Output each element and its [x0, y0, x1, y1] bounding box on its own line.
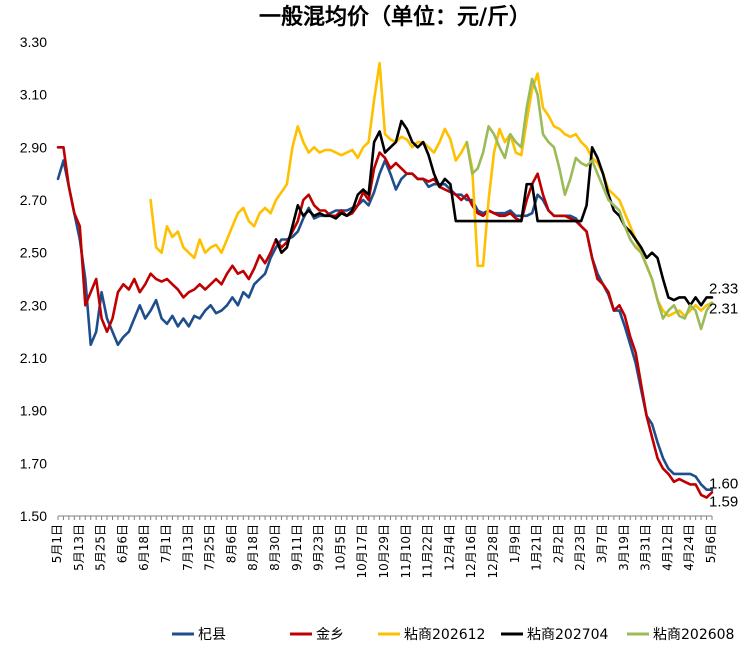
x-tick-label: 12月28日 [486, 524, 500, 579]
series-line-2 [149, 61, 714, 318]
x-tick-label: 3月19日 [617, 524, 631, 571]
x-tick-label: 8月30日 [268, 524, 282, 571]
y-tick-label: 1.70 [20, 455, 47, 471]
y-tick-label: 1.90 [20, 403, 47, 419]
x-tick-label: 7月13日 [181, 524, 195, 571]
x-tick-label: 5月25日 [94, 524, 108, 571]
y-tick-label: 2.10 [20, 350, 47, 366]
x-tick-label: 10月17日 [355, 524, 369, 579]
x-tick-label: 9月23日 [312, 524, 326, 571]
x-tick-label: 4月12日 [660, 524, 674, 571]
x-tick-label: 12月16日 [464, 524, 478, 579]
legend: 杞县 金乡 粘商202612 粘商202704 粘商202608 [172, 627, 734, 643]
x-tick-label: 11月22日 [421, 524, 435, 579]
x-tick-label: 5月6日 [704, 524, 718, 563]
x-axis: 5月1日 5月13日 5月25日 6月6日 6月18日 7月1日 7月13日 7月25日 8月6… [50, 515, 718, 579]
legend-label: 粘商202608 [653, 627, 734, 643]
x-tick-label: 12月4日 [442, 524, 456, 571]
end-value-label: 2.33 [709, 280, 738, 297]
x-tick-label: 3月7日 [595, 524, 609, 563]
y-tick-label: 2.30 [20, 297, 47, 313]
x-tick-label: 2月2日 [551, 524, 565, 563]
end-labels: 2.33 2.31 1.601.59 [709, 280, 738, 510]
y-tick-label: 3.10 [20, 87, 47, 103]
y-tick-label: 3.30 [20, 34, 47, 50]
y-tick-label: 1.50 [20, 508, 47, 524]
end-value-label: 2.31 [709, 301, 738, 318]
x-tick-label: 8月18日 [246, 524, 260, 571]
series-line-4 [465, 77, 714, 331]
x-tick-label: 1月21日 [530, 524, 544, 571]
x-tick-label: 10月5日 [333, 524, 347, 571]
x-tick-label: 8月6日 [224, 524, 238, 563]
x-tick-label: 9月11日 [290, 524, 304, 571]
y-tick-label: 2.90 [20, 139, 47, 155]
x-tick-label: 2月23日 [573, 524, 587, 571]
legend-label: 粘商202612 [404, 627, 485, 643]
series-lines [56, 61, 714, 499]
legend-label: 金乡 [316, 627, 344, 643]
series-line-3 [274, 119, 714, 307]
x-tick-label: 4月24日 [682, 524, 696, 571]
x-tick-label: 1月9日 [508, 524, 522, 563]
chart-title: 一般混均价（单位：元/斤） [259, 4, 531, 30]
x-tick-label: 6月18日 [137, 524, 151, 571]
series-line-1 [56, 146, 714, 499]
legend-label: 粘商202704 [527, 627, 609, 643]
y-tick-label: 2.50 [20, 245, 47, 261]
x-tick-label: 5月13日 [72, 524, 86, 571]
x-tick-label: 3月31日 [639, 524, 653, 571]
x-tick-label: 7月1日 [159, 524, 173, 563]
y-axis: 3.30 3.10 2.90 2.70 2.50 2.30 2.10 1.90 1.70 1.50 [20, 34, 47, 524]
y-tick-label: 2.70 [20, 192, 47, 208]
x-tick-label: 11月10日 [399, 524, 413, 579]
end-value-label: 1.60 [709, 476, 738, 493]
x-tick-label: 5月1日 [50, 524, 64, 563]
x-tick-label: 6月6日 [115, 524, 129, 563]
end-value-label: 1.59 [709, 493, 738, 510]
legend-label: 杞县 [198, 627, 226, 643]
x-tick-label: 10月29日 [377, 524, 391, 579]
x-tick-label: 7月25日 [203, 524, 217, 571]
